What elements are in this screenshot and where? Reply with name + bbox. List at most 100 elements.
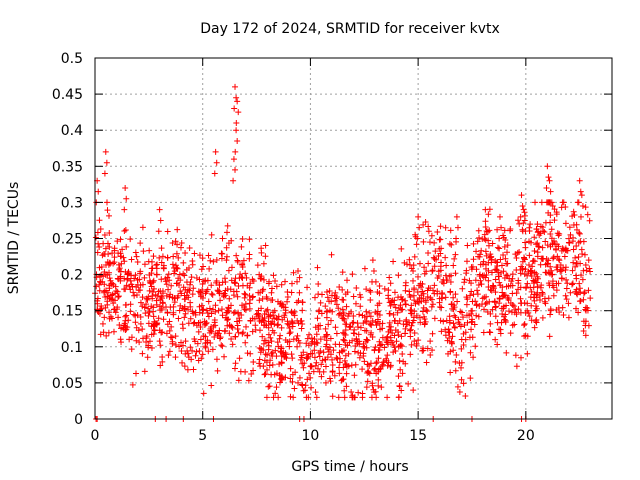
data-point (172, 262, 179, 269)
data-point (405, 380, 412, 387)
data-point (554, 266, 561, 273)
data-point (178, 239, 185, 246)
data-point (580, 318, 587, 325)
data-point (463, 301, 470, 308)
data-point (561, 253, 568, 260)
data-point (331, 292, 338, 299)
data-point (436, 245, 443, 252)
data-point (437, 223, 444, 230)
data-point (438, 304, 445, 311)
data-point (302, 382, 309, 389)
data-point (517, 309, 524, 316)
data-point (313, 331, 320, 338)
data-point (558, 275, 565, 282)
data-point (551, 206, 558, 213)
data-point (121, 227, 128, 234)
data-point (538, 255, 545, 262)
data-point (414, 298, 421, 305)
data-point (372, 319, 379, 326)
data-point (517, 270, 524, 277)
data-point (222, 287, 229, 294)
data-point (162, 303, 169, 310)
data-point (336, 283, 343, 290)
data-point (193, 274, 200, 281)
data-point (434, 229, 441, 236)
data-point (191, 319, 198, 326)
data-point (199, 255, 206, 262)
data-point (503, 272, 510, 279)
data-point (332, 324, 339, 331)
data-point (165, 352, 172, 359)
data-point (231, 365, 238, 372)
data-point (266, 383, 273, 390)
data-point (196, 252, 203, 259)
data-point (261, 371, 268, 378)
data-point (105, 212, 112, 219)
data-point (463, 294, 470, 301)
data-point (250, 367, 257, 374)
data-point (275, 321, 282, 328)
data-point (474, 238, 481, 245)
data-point (232, 83, 239, 90)
data-point (239, 236, 246, 243)
data-point (555, 280, 562, 287)
data-point (513, 254, 520, 261)
data-point (239, 264, 246, 271)
data-point (343, 303, 350, 310)
data-point (396, 357, 403, 364)
data-point (581, 251, 588, 258)
data-point (170, 253, 177, 260)
data-point (570, 246, 577, 253)
data-point (213, 279, 220, 286)
data-point (133, 253, 140, 260)
data-point (504, 249, 511, 256)
data-point (192, 352, 199, 359)
data-point (548, 226, 555, 233)
data-point (278, 324, 285, 331)
data-point (102, 304, 109, 311)
data-point (296, 274, 303, 281)
data-point (414, 273, 421, 280)
data-point (131, 275, 138, 282)
data-point (383, 338, 390, 345)
data-point (502, 311, 509, 318)
data-point (208, 282, 215, 289)
data-point (288, 351, 295, 358)
data-point (208, 231, 215, 238)
data-point (187, 279, 194, 286)
data-point (502, 319, 509, 326)
data-point (323, 289, 330, 296)
data-point (159, 299, 166, 306)
data-point (404, 321, 411, 328)
data-point (216, 282, 223, 289)
data-point (408, 265, 415, 272)
data-point (339, 269, 346, 276)
data-point (137, 287, 144, 294)
data-point (541, 228, 548, 235)
data-point (429, 267, 436, 274)
data-point (363, 336, 370, 343)
data-point (518, 300, 525, 307)
data-point (477, 261, 484, 268)
data-point (512, 306, 519, 313)
data-point (219, 343, 226, 350)
data-point (381, 285, 388, 292)
data-point (297, 318, 304, 325)
data-point (343, 321, 350, 328)
data-point (572, 288, 579, 295)
data-point (582, 261, 589, 268)
data-point (584, 307, 591, 314)
data-point (165, 271, 172, 278)
data-point (242, 339, 249, 346)
data-point (328, 251, 335, 258)
data-point (398, 333, 405, 340)
data-point (94, 295, 101, 302)
data-point (366, 363, 373, 370)
data-point (402, 279, 409, 286)
data-point (190, 366, 197, 373)
data-point (493, 266, 500, 273)
data-point (524, 350, 531, 357)
data-point (157, 362, 164, 369)
data-point (408, 307, 415, 314)
data-point (237, 271, 244, 278)
